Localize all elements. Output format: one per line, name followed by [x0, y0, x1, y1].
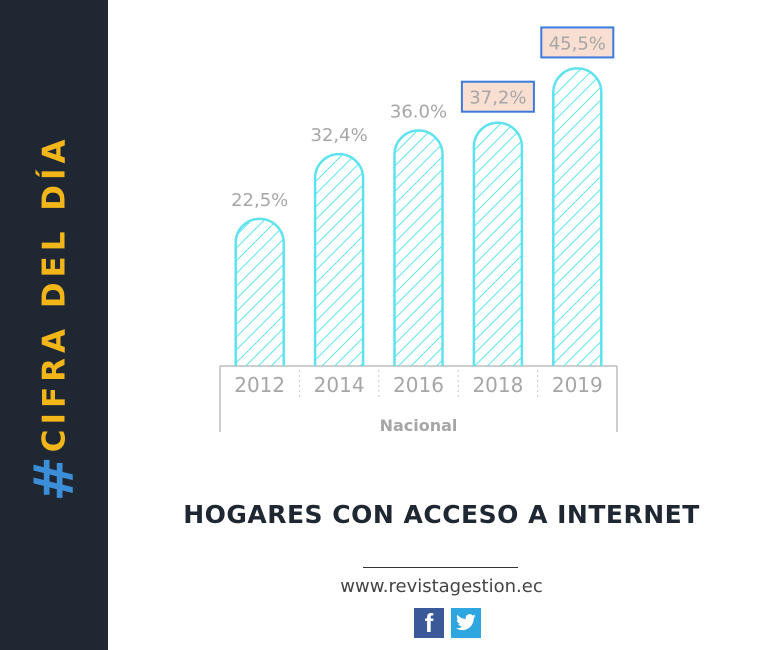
tick-label-2012: 2012: [234, 373, 285, 397]
value-label-2014: 32,4%: [311, 125, 368, 146]
tick-label-2018: 2018: [472, 373, 523, 397]
value-label-2019: 45,5%: [549, 33, 606, 54]
highlight-box-2019: [540, 26, 615, 59]
bar-2012: [235, 218, 284, 366]
labels-group: 2012 22,5% 2014 32,4% 2016 36.0% 2018 37,2% 2019…: [231, 26, 615, 397]
facebook-icon[interactable]: f: [414, 608, 444, 638]
tick-label-2016: 2016: [393, 373, 444, 397]
bar-outline-2018: [472, 121, 524, 366]
bars-group: [234, 67, 603, 367]
value-label-2018: 37,2%: [469, 88, 526, 109]
bar-chart: Nacional 2012 22,5% 2014 32,4% 2016 36.0% 2018…: [219, 26, 618, 435]
headline: HOGARES CON ACCESO A INTERNET: [183, 500, 700, 529]
twitter-icon[interactable]: [451, 608, 481, 638]
bar-2018: [473, 122, 522, 366]
bar-outline-2012: [234, 217, 285, 366]
value-label-2016: 36.0%: [390, 102, 447, 123]
bar-2016: [394, 130, 443, 366]
highlight-box-2018: [460, 80, 535, 113]
sidebar: #CIFRA DEL DÍA: [0, 0, 108, 650]
value-label-2012: 22,5%: [231, 190, 288, 211]
bar-2019: [553, 68, 602, 367]
bar-outline-2019: [552, 67, 603, 366]
bar-outline-2016: [393, 129, 444, 366]
bar-outline-2014: [313, 152, 365, 366]
website-link[interactable]: www.revistagestion.ec: [340, 576, 543, 597]
bar-2014: [315, 154, 364, 366]
tick-label-2014: 2014: [314, 373, 365, 397]
divider: [363, 567, 518, 568]
tick-label-2019: 2019: [552, 373, 603, 397]
group-label: Nacional: [380, 416, 458, 435]
